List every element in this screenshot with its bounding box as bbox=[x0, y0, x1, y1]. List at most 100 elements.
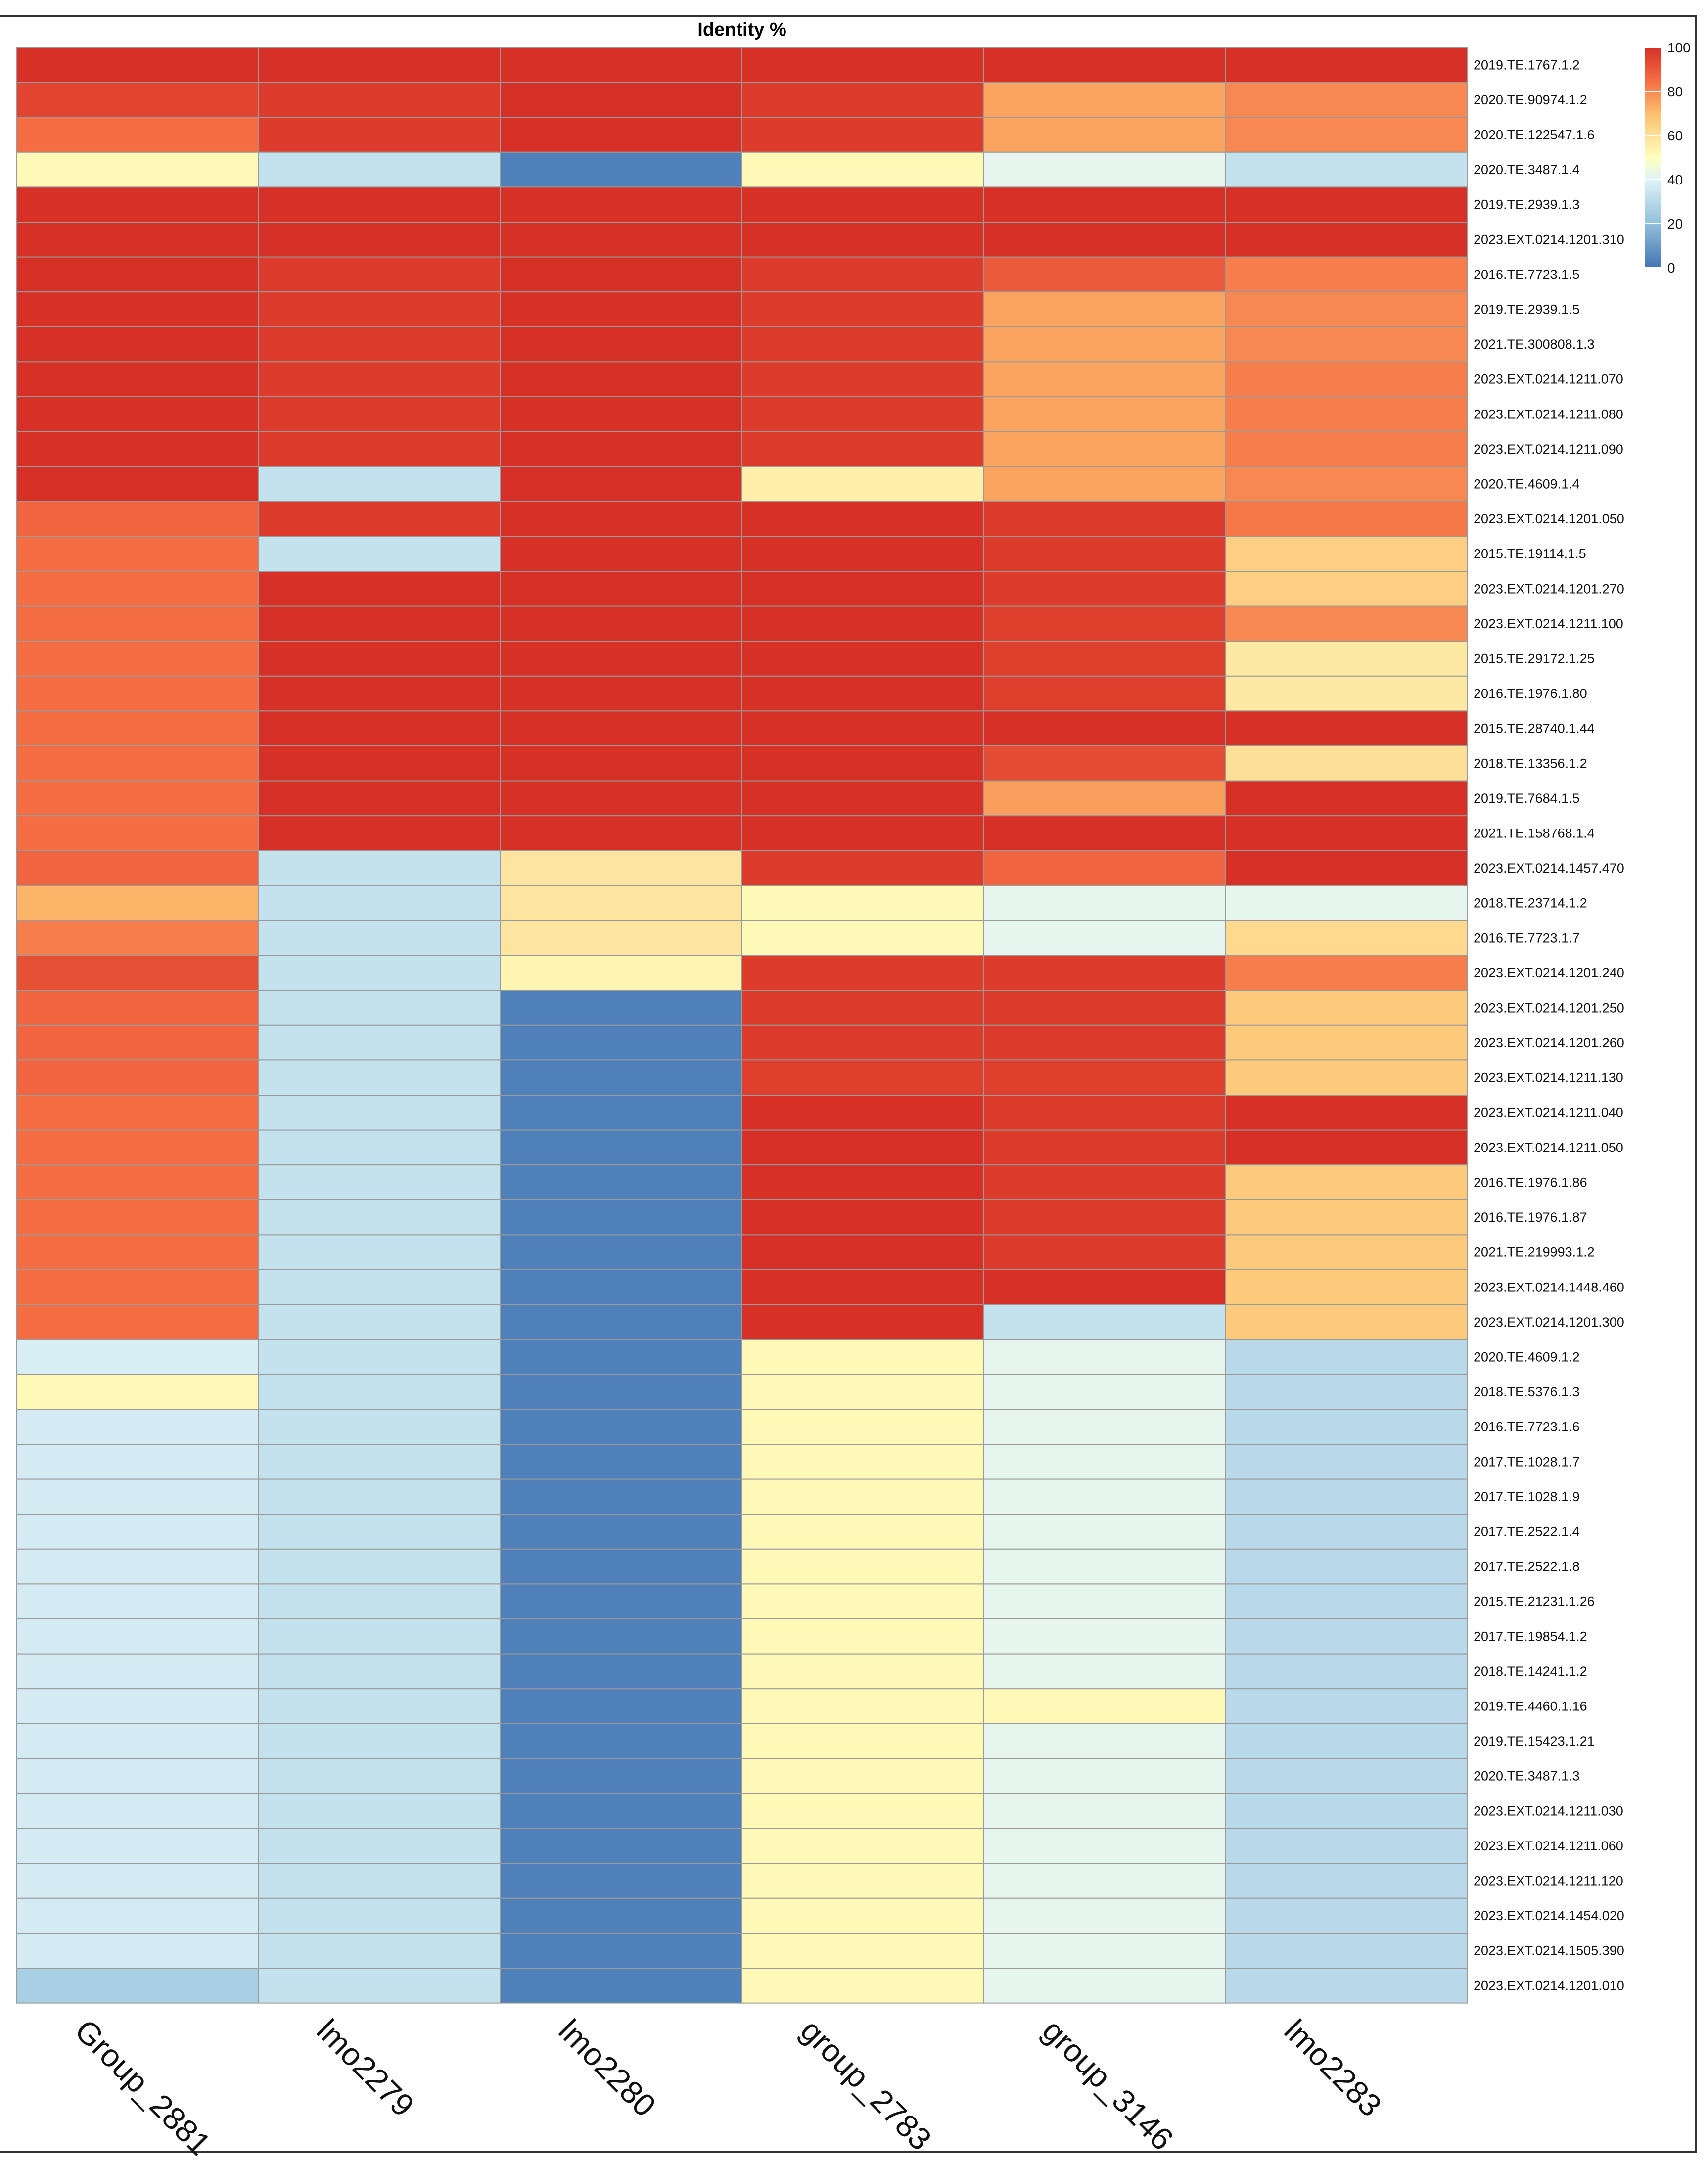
heatmap-cell bbox=[500, 1583, 742, 1619]
row-label: 2021.TE.158768.1.4 bbox=[1474, 826, 1595, 841]
heatmap-cell bbox=[16, 291, 259, 327]
heatmap-cell bbox=[983, 1164, 1226, 1200]
heatmap-cell bbox=[258, 885, 501, 921]
heatmap-cell bbox=[500, 605, 742, 642]
heatmap-cell bbox=[16, 955, 259, 991]
heatmap-cell bbox=[500, 780, 742, 817]
heatmap-cell bbox=[16, 605, 259, 642]
heatmap-cell bbox=[741, 1478, 984, 1515]
heatmap-cell bbox=[500, 990, 742, 1026]
row-label: 2023.EXT.0214.1211.040 bbox=[1474, 1105, 1623, 1120]
heatmap-cell bbox=[741, 990, 984, 1026]
heatmap-cell bbox=[983, 1444, 1226, 1480]
row-label: 2023.EXT.0214.1201.250 bbox=[1474, 1001, 1624, 1015]
row-label: 2020.TE.4609.1.2 bbox=[1474, 1350, 1580, 1365]
row-label: 2017.TE.2522.1.4 bbox=[1474, 1524, 1580, 1539]
row-label: 2016.TE.1976.1.87 bbox=[1474, 1210, 1587, 1225]
heatmap-cell bbox=[500, 1514, 742, 1550]
heatmap-cell bbox=[741, 920, 984, 956]
heatmap-cell bbox=[1225, 82, 1468, 118]
heatmap-cell bbox=[983, 431, 1226, 467]
legend-tick-label: 40 bbox=[1667, 172, 1683, 187]
heatmap-cell bbox=[258, 1583, 501, 1619]
heatmap-cell bbox=[983, 780, 1226, 817]
heatmap-cell bbox=[741, 82, 984, 118]
heatmap-cell bbox=[16, 536, 259, 572]
heatmap-cell bbox=[1225, 47, 1468, 83]
heatmap-cell bbox=[983, 1234, 1226, 1270]
heatmap-cell bbox=[1225, 501, 1468, 537]
heatmap-cell bbox=[983, 151, 1226, 188]
heatmap-cell bbox=[500, 47, 742, 83]
heatmap-cell bbox=[500, 396, 742, 432]
heatmap-cell bbox=[983, 815, 1226, 851]
heatmap-cell bbox=[1225, 1897, 1468, 1934]
heatmap-cell bbox=[16, 1968, 259, 2004]
row-label: 2020.TE.3487.1.4 bbox=[1474, 162, 1580, 177]
heatmap-cell bbox=[1225, 117, 1468, 153]
column-label: lmo2283 bbox=[1278, 2013, 1389, 2124]
heatmap-cell bbox=[500, 1024, 742, 1061]
heatmap-cell bbox=[258, 1339, 501, 1375]
heatmap-cell bbox=[983, 1688, 1226, 1724]
heatmap-cell bbox=[500, 431, 742, 467]
heatmap-cell bbox=[258, 1444, 501, 1480]
heatmap-cell bbox=[16, 431, 259, 467]
column-label: Group_2881 bbox=[68, 2013, 218, 2163]
heatmap-cell bbox=[1225, 571, 1468, 607]
row-label: 2023.EXT.0214.1211.060 bbox=[1474, 1839, 1623, 1853]
heatmap-cell bbox=[983, 501, 1226, 537]
heatmap-cell bbox=[741, 780, 984, 817]
heatmap-cell bbox=[258, 955, 501, 991]
heatmap-cell bbox=[1225, 1234, 1468, 1270]
heatmap-cell bbox=[258, 1897, 501, 1934]
heatmap-cell bbox=[500, 1758, 742, 1794]
heatmap-cell bbox=[258, 1269, 501, 1305]
heatmap-cell bbox=[1225, 1269, 1468, 1305]
heatmap-cell bbox=[258, 326, 501, 363]
heatmap-cell bbox=[1225, 256, 1468, 293]
heatmap-cell bbox=[258, 501, 501, 537]
heatmap-cell bbox=[258, 920, 501, 956]
heatmap-cell bbox=[16, 1339, 259, 1375]
heatmap-cell bbox=[741, 1199, 984, 1236]
row-label: 2017.TE.19854.1.2 bbox=[1474, 1629, 1587, 1644]
heatmap-cell bbox=[741, 501, 984, 537]
heatmap-cell bbox=[16, 1618, 259, 1655]
heatmap-cell bbox=[983, 1339, 1226, 1375]
heatmap-cell bbox=[500, 815, 742, 851]
heatmap-cell bbox=[1225, 1723, 1468, 1759]
heatmap-cell bbox=[1225, 1758, 1468, 1794]
heatmap-cell bbox=[983, 1199, 1226, 1236]
heatmap-cell bbox=[258, 47, 501, 83]
heatmap-cell bbox=[500, 1129, 742, 1166]
heatmap-cell bbox=[741, 641, 984, 677]
heatmap-cell bbox=[741, 850, 984, 886]
heatmap-cell bbox=[983, 955, 1226, 991]
heatmap-cell bbox=[500, 1933, 742, 1969]
heatmap-cell bbox=[741, 256, 984, 293]
heatmap-cell bbox=[983, 1793, 1226, 1829]
heatmap-cell bbox=[741, 536, 984, 572]
heatmap-cell bbox=[500, 1968, 742, 2004]
heatmap-cell bbox=[983, 1129, 1226, 1166]
heatmap-cell bbox=[741, 1409, 984, 1445]
heatmap-cell bbox=[258, 1234, 501, 1270]
heatmap-cell bbox=[983, 1409, 1226, 1445]
heatmap-cell bbox=[500, 1548, 742, 1585]
heatmap-cell bbox=[500, 1269, 742, 1305]
heatmap-cell bbox=[500, 1339, 742, 1375]
heatmap-cell bbox=[258, 1548, 501, 1585]
heatmap-cell bbox=[16, 1269, 259, 1305]
heatmap-cell bbox=[16, 1933, 259, 1969]
heatmap-cell bbox=[983, 326, 1226, 363]
heatmap-cell bbox=[741, 1339, 984, 1375]
heatmap-cell bbox=[16, 1059, 259, 1096]
heatmap-cell bbox=[1225, 1968, 1468, 2004]
heatmap-cell bbox=[16, 850, 259, 886]
legend-tick-label: 80 bbox=[1667, 84, 1683, 99]
heatmap-cell bbox=[983, 605, 1226, 642]
legend-color-bar bbox=[1645, 47, 1661, 268]
